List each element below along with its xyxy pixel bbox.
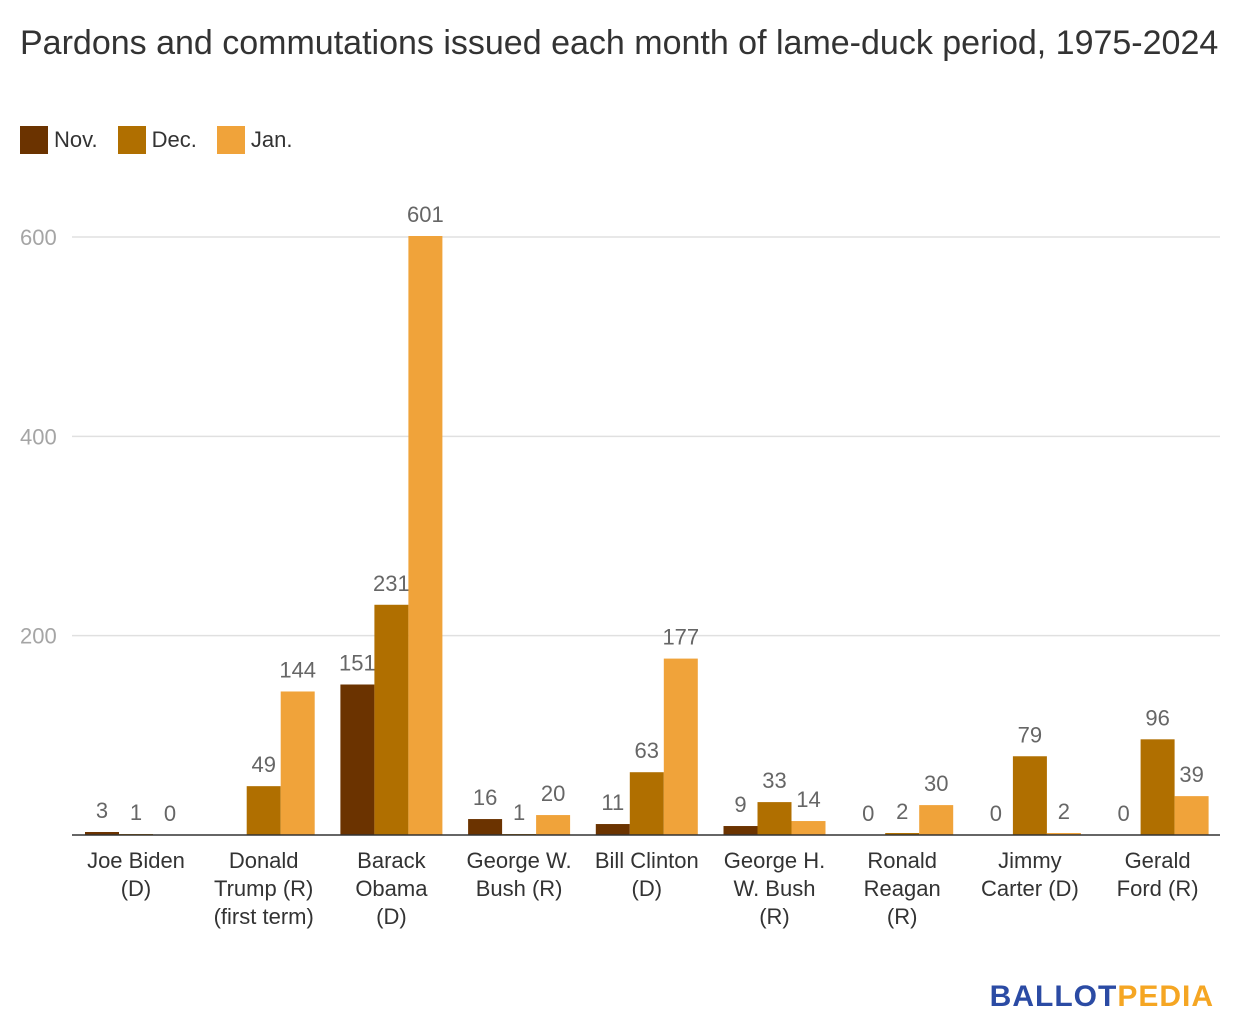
bar-label-jan-3: 20: [541, 781, 565, 806]
bar-dec-6: [885, 833, 920, 835]
bar-dec-4: [629, 772, 664, 835]
bar-jan-8: [1174, 796, 1209, 835]
legend-swatch-dec: [117, 126, 146, 154]
bar-dec-5: [757, 802, 792, 835]
bar-jan-6: [919, 805, 954, 835]
bar-label-jan-8: 39: [1179, 762, 1203, 787]
logo-part-ballot: BALLOT: [989, 980, 1118, 1013]
bar-label-nov-0: 3: [96, 798, 108, 823]
x-tick-label-8: Gerald Ford (R): [1117, 848, 1199, 901]
x-tick-label-2: Barack Obama (D): [355, 848, 428, 929]
x-tick-label-line: Obama: [355, 876, 428, 901]
bar-label-dec-4: 63: [635, 738, 659, 763]
bar-label-jan-2: 601: [407, 202, 444, 227]
bar-nov-0: [85, 832, 119, 835]
x-tick-label-line: Bush (R): [476, 876, 563, 901]
bar-label-dec-8: 96: [1145, 705, 1169, 730]
bar-label-dec-0: 1: [130, 800, 142, 825]
legend-item-dec: Dec.: [117, 126, 197, 154]
bar-dec-8: [1140, 739, 1175, 835]
bar-label-jan-5: 14: [796, 787, 820, 812]
bar-jan-5: [791, 821, 826, 835]
x-tick-label-line: Trump (R): [214, 876, 313, 901]
legend-label-jan: Jan.: [250, 127, 293, 152]
bar-jan-3: [536, 815, 571, 835]
chart-title: Pardons and commutations issued each mon…: [20, 24, 1219, 62]
bar-jan-1: [280, 691, 315, 835]
bar-label-dec-7: 79: [1018, 722, 1042, 747]
legend-item-nov: Nov.: [20, 126, 98, 154]
bar-label-nov-8: 0: [1117, 801, 1129, 826]
bar-label-jan-4: 177: [662, 625, 699, 650]
bar-nov-2: [340, 684, 375, 835]
x-tick-label-line: (R): [887, 904, 918, 929]
bar-label-dec-1: 49: [251, 752, 275, 777]
bar-dec-1: [246, 786, 281, 835]
legend-swatch-nov: [20, 126, 48, 154]
x-tick-label-line: Reagan: [864, 876, 941, 901]
bar-nov-5: [723, 826, 758, 835]
bar-label-dec-5: 33: [762, 768, 786, 793]
bar-label-jan-7: 2: [1058, 799, 1070, 824]
legend-label-nov: Nov.: [54, 127, 98, 152]
x-tick-label-line: Jimmy: [998, 848, 1062, 873]
legend: Nov. Dec. Jan.: [20, 126, 312, 154]
x-tick-label-6: Ronald Reagan (R): [864, 848, 941, 929]
x-tick-label-line: Ronald: [867, 848, 937, 873]
x-tick-label-1: Donald Trump (R) (first term): [214, 848, 314, 929]
y-tick-label-400: 400: [20, 424, 57, 449]
y-tick-label-600: 600: [20, 225, 57, 250]
bar-jan-4: [663, 658, 698, 835]
bar-jan-2: [408, 236, 443, 836]
bar-label-nov-7: 0: [990, 801, 1002, 826]
bar-jan-7: [1046, 833, 1081, 835]
legend-label-dec: Dec.: [151, 127, 197, 152]
bar-label-dec-6: 2: [896, 799, 908, 824]
x-tick-label-line: Ford (R): [1117, 876, 1199, 901]
x-tick-label-0: Joe Biden (D): [87, 848, 185, 901]
bar-label-dec-3: 1: [513, 800, 525, 825]
bar-dec-2: [374, 604, 409, 835]
x-tick-label-4: Bill Clinton (D): [595, 848, 699, 901]
bar-label-nov-5: 9: [734, 792, 746, 817]
x-tick-label-line: Joe Biden: [87, 848, 185, 873]
x-tick-label-line: Gerald: [1125, 848, 1191, 873]
ballotpedia-logo: BALLOTPEDIA: [990, 980, 1214, 1014]
x-tick-label-3: George W. Bush (R): [467, 848, 572, 901]
bar-label-nov-3: 16: [473, 785, 497, 810]
bar-label-dec-2: 231: [373, 571, 410, 596]
x-tick-label-line: George H.: [724, 848, 826, 873]
bar-label-jan-6: 30: [924, 771, 948, 796]
bar-nov-3: [468, 819, 503, 835]
legend-item-jan: Jan.: [216, 126, 293, 154]
logo-part-pedia: PEDIA: [1117, 980, 1214, 1013]
x-tick-label-5: George H. W. Bush (R): [724, 848, 826, 929]
x-tick-label-line: (D): [121, 876, 152, 901]
x-tick-label-line: Carter (D): [981, 876, 1079, 901]
y-tick-label-200: 200: [20, 624, 57, 649]
x-tick-label-line: George W.: [467, 848, 572, 873]
bar-label-nov-6: 0: [862, 801, 874, 826]
x-tick-label-line: Barack: [357, 848, 426, 873]
x-tick-label-7: Jimmy Carter (D): [981, 848, 1079, 901]
x-tick-label-line: (D): [632, 876, 663, 901]
bar-label-nov-4: 11: [601, 790, 624, 815]
bar-dec-7: [1012, 756, 1047, 835]
bar-label-nov-2: 151: [339, 651, 376, 676]
x-tick-label-line: (first term): [214, 904, 314, 929]
bar-nov-4: [595, 824, 630, 835]
x-tick-label-line: (R): [759, 904, 790, 929]
legend-swatch-jan: [216, 126, 245, 154]
x-tick-label-line: Donald: [229, 848, 299, 873]
x-tick-label-line: Bill Clinton: [595, 848, 699, 873]
x-tick-label-line: (D): [376, 904, 407, 929]
x-tick-label-line: W. Bush: [734, 876, 816, 901]
bar-label-jan-0: 0: [164, 801, 176, 826]
bar-label-jan-1: 144: [279, 657, 316, 682]
